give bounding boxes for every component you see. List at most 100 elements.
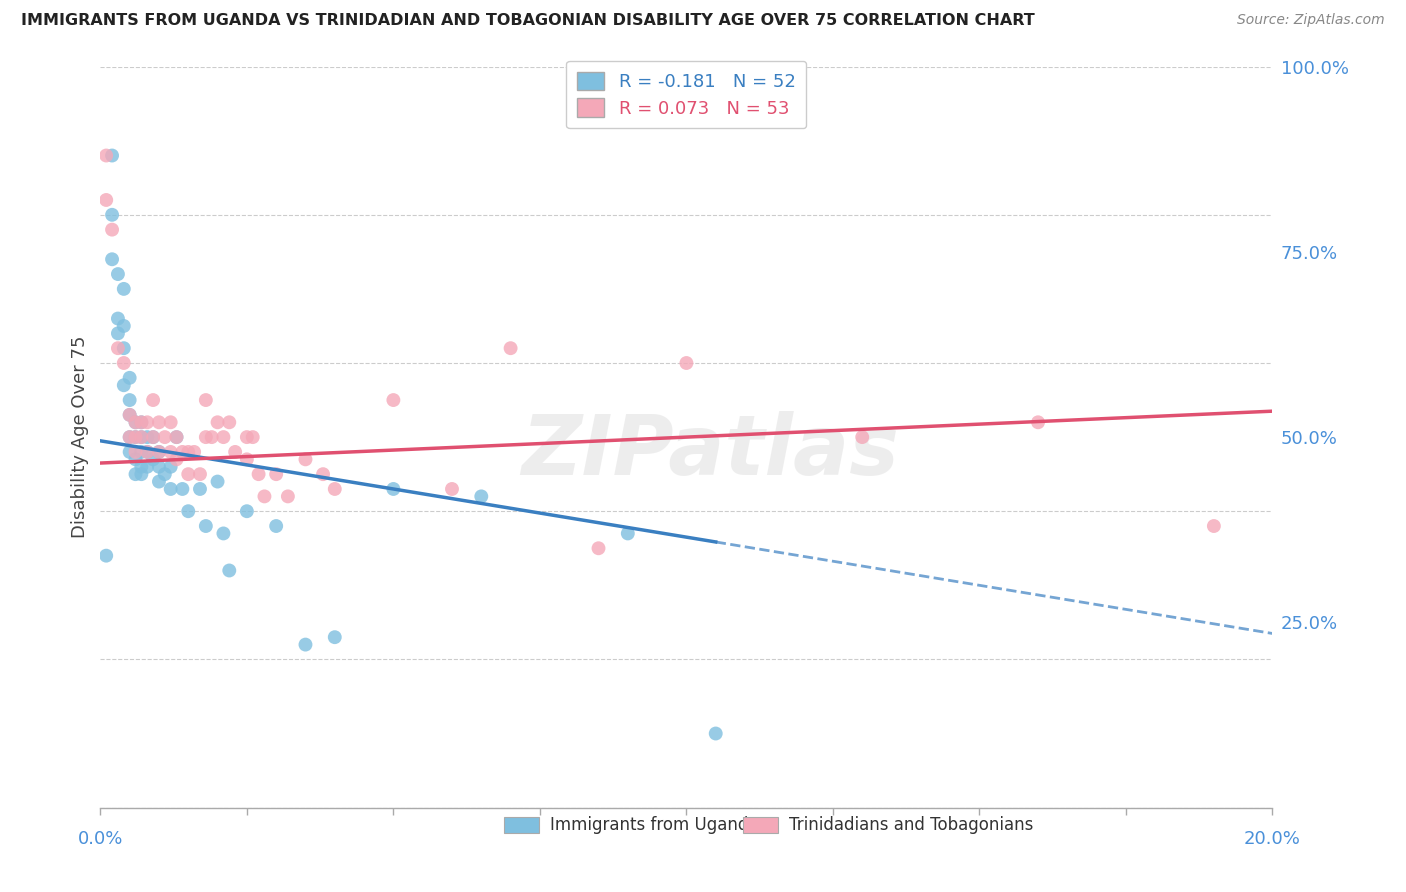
Point	[253, 489, 276, 503]
Point	[142, 452, 165, 467]
Point	[118, 430, 141, 444]
Point	[148, 475, 170, 489]
Point	[194, 392, 217, 407]
Point	[236, 504, 259, 518]
Point	[1202, 519, 1225, 533]
Point	[183, 445, 205, 459]
Point	[131, 415, 153, 429]
Point	[101, 222, 124, 236]
Point	[194, 430, 217, 444]
Text: ZIPatlas: ZIPatlas	[522, 411, 898, 492]
Text: 20.0%: 20.0%	[1244, 830, 1301, 848]
Point	[136, 459, 159, 474]
Point	[124, 445, 146, 459]
Point	[588, 541, 610, 556]
Point	[124, 452, 146, 467]
Point	[470, 489, 492, 503]
Point	[207, 475, 229, 489]
Point	[242, 430, 264, 444]
Point	[188, 482, 211, 496]
Point	[675, 356, 697, 370]
Point	[236, 430, 259, 444]
Point	[136, 445, 159, 459]
Point	[172, 482, 194, 496]
Point	[148, 415, 170, 429]
Point	[166, 430, 188, 444]
Point	[294, 452, 316, 467]
Point	[499, 341, 522, 355]
Point	[247, 467, 270, 482]
Point	[224, 445, 246, 459]
Point	[382, 482, 405, 496]
Point	[188, 467, 211, 482]
Text: 0.0%: 0.0%	[77, 830, 124, 848]
Point	[166, 430, 188, 444]
Point	[194, 519, 217, 533]
Point	[124, 467, 146, 482]
Point	[218, 564, 240, 578]
Point	[96, 148, 118, 162]
Point	[107, 326, 129, 341]
Point	[136, 430, 159, 444]
Point	[148, 445, 170, 459]
Point	[131, 415, 153, 429]
Text: Trinidadians and Tobagonians: Trinidadians and Tobagonians	[789, 815, 1033, 833]
Point	[124, 430, 146, 444]
Point	[704, 726, 727, 740]
Point	[101, 148, 124, 162]
Point	[112, 318, 135, 333]
Point	[112, 282, 135, 296]
Point	[312, 467, 335, 482]
Point	[212, 526, 235, 541]
Y-axis label: Disability Age Over 75: Disability Age Over 75	[72, 336, 89, 539]
Point	[124, 415, 146, 429]
Point	[118, 371, 141, 385]
Point	[382, 392, 405, 407]
Point	[212, 430, 235, 444]
Point	[148, 459, 170, 474]
Point	[218, 415, 240, 429]
Point	[207, 415, 229, 429]
Text: IMMIGRANTS FROM UGANDA VS TRINIDADIAN AND TOBAGONIAN DISABILITY AGE OVER 75 CORR: IMMIGRANTS FROM UGANDA VS TRINIDADIAN AN…	[21, 13, 1035, 29]
Point	[159, 415, 181, 429]
Point	[294, 638, 316, 652]
Point	[177, 467, 200, 482]
Point	[323, 630, 346, 644]
Point	[264, 519, 287, 533]
Point	[131, 430, 153, 444]
Point	[136, 445, 159, 459]
Point	[96, 193, 118, 207]
Point	[142, 430, 165, 444]
Point	[159, 445, 181, 459]
Point	[118, 445, 141, 459]
Point	[107, 341, 129, 355]
Point	[166, 452, 188, 467]
Point	[177, 504, 200, 518]
Point	[148, 445, 170, 459]
Point	[107, 311, 129, 326]
Point	[131, 445, 153, 459]
Point	[142, 392, 165, 407]
Point	[264, 467, 287, 482]
Point	[112, 341, 135, 355]
Point	[159, 482, 181, 496]
Point	[851, 430, 873, 444]
Point	[236, 452, 259, 467]
Point	[142, 430, 165, 444]
Point	[440, 482, 463, 496]
Point	[323, 482, 346, 496]
Point	[118, 430, 141, 444]
Point	[124, 430, 146, 444]
Point	[277, 489, 299, 503]
Point	[617, 526, 640, 541]
Point	[1026, 415, 1049, 429]
Point	[101, 208, 124, 222]
Point	[118, 392, 141, 407]
Point	[107, 267, 129, 281]
Point	[136, 415, 159, 429]
Point	[131, 459, 153, 474]
Legend: R = -0.181   N = 52, R = 0.073   N = 53: R = -0.181 N = 52, R = 0.073 N = 53	[567, 61, 807, 128]
Point	[201, 430, 224, 444]
Point	[124, 415, 146, 429]
Text: Immigrants from Uganda: Immigrants from Uganda	[550, 815, 758, 833]
